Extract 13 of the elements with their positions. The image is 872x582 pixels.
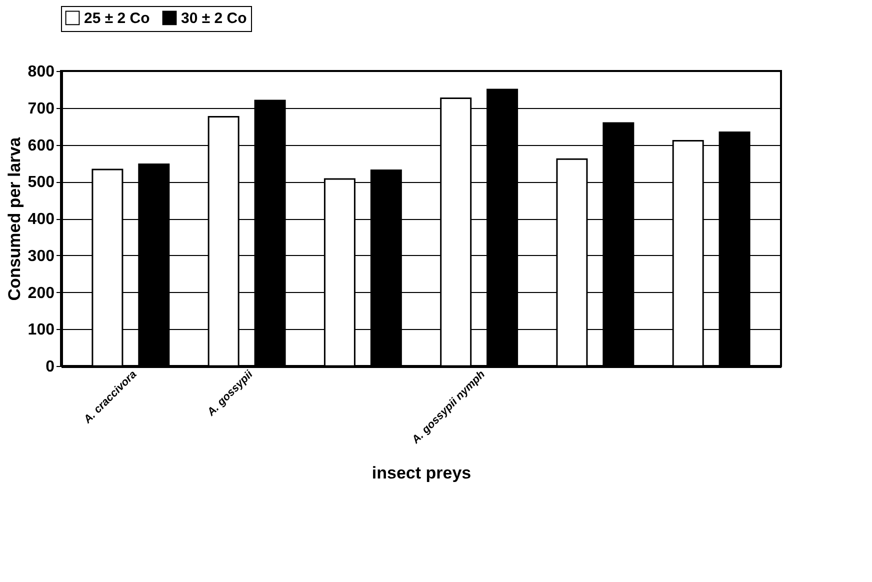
y-tick-label: 800: [28, 64, 55, 80]
y-tick-label: 500: [28, 174, 55, 192]
legend-label: 30 ± 2 Co: [181, 10, 247, 27]
y-tick-label: 600: [28, 137, 55, 154]
y-tick-label: 0: [46, 358, 55, 376]
y-tick-label: 300: [28, 248, 55, 265]
y-axis-title: Consumed per larva: [4, 136, 24, 301]
x-axis-title: insect preys: [372, 463, 472, 482]
y-tick-label: 400: [28, 211, 55, 228]
y-tick-label: 100: [28, 322, 55, 339]
y-tick-label: 200: [28, 284, 55, 302]
legend-label: 25 ± 2 Co: [84, 10, 150, 27]
y-tick-label: 700: [28, 100, 55, 118]
